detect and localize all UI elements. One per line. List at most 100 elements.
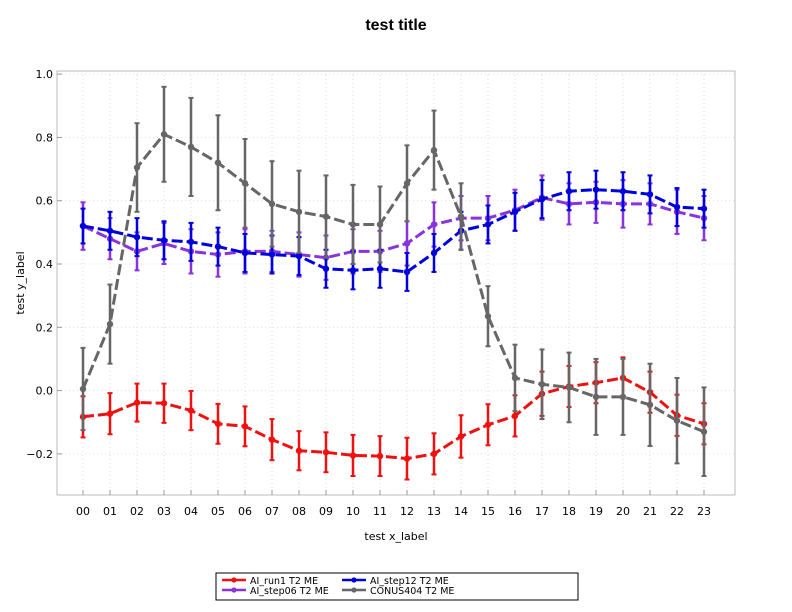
data-point [403,455,411,462]
series-line [82,376,705,461]
data-point [565,188,573,195]
x-tick-label: 14 [454,505,468,518]
chart-title: test title [365,17,426,34]
data-point [403,180,411,187]
data-point [619,188,627,195]
data-point [349,221,357,228]
data-point [322,213,330,220]
x-tick-label: 04 [184,505,198,518]
x-tick-label: 05 [211,505,225,518]
y-tick-label: −0.2 [26,448,53,461]
x-tick-label: 02 [130,505,144,518]
data-point [133,399,141,406]
y-tick-label: 0.4 [36,258,54,271]
data-point [376,221,384,228]
data-point [673,203,681,211]
data-point [295,208,303,216]
data-point [160,237,168,244]
x-tick-label: 18 [562,505,576,518]
x-tick-label: 20 [616,505,630,518]
data-point [646,191,654,198]
x-tick-label: 11 [373,505,387,518]
x-tick-label: 23 [697,505,711,518]
data-point [241,180,249,187]
data-point [322,449,330,456]
legend-swatch-marker [231,577,237,583]
x-tick-label: 06 [238,505,252,518]
legend-swatch-marker [231,587,237,593]
data-point [268,251,276,258]
data-point [133,233,141,241]
series-3 [79,85,708,478]
data-point [322,265,330,272]
x-axis-label: test x_label [364,530,427,543]
data-point [592,186,600,193]
data-point [538,381,546,388]
legend-entry-label: AI_step06 T2 ME [250,586,329,597]
data-point [673,417,681,424]
data-point [214,159,222,166]
series-2 [79,169,708,292]
series-0 [79,356,708,481]
data-point [295,252,303,260]
x-tick-label: 09 [319,505,333,518]
x-tick-label: 08 [292,505,306,518]
data-point [484,313,492,320]
data-point [403,268,411,276]
x-tick-label: 15 [481,505,495,518]
y-tick-label: 1.0 [36,68,54,81]
data-point [160,400,168,407]
data-point [268,436,276,443]
data-point [187,238,195,246]
legend-entry-label: AI_step12 T2 ME [370,576,449,587]
data-point [79,222,87,230]
data-point [511,412,519,420]
series-line [81,132,705,434]
data-point [106,227,114,234]
data-point [241,423,249,430]
data-point [538,195,546,203]
data-point [484,421,492,428]
legend-swatch-marker [351,587,357,593]
x-ticks: 00 01 02 03 04 05 06 07 08 09 10 11 12 13 14 15 16 17 18 19… [76,490,711,518]
data-point [187,143,195,151]
y-ticks: −0.2 0.0 0.2 0.4 0.6 0.8 1.0 [26,68,62,461]
data-point [268,200,276,208]
data-point [430,146,438,154]
data-point [511,208,519,216]
grid [57,71,735,495]
data-point [295,447,303,454]
data-point [106,410,114,417]
data-point [430,249,438,257]
data-point [214,420,222,428]
x-tick-label: 01 [103,505,117,518]
data-point [376,265,384,272]
y-tick-label: 0.6 [36,195,54,208]
data-point [106,320,114,328]
data-point [133,164,141,171]
x-tick-label: 07 [265,505,279,518]
data-point [241,249,249,257]
data-point [160,131,168,138]
data-point [619,393,627,401]
series-line [82,196,705,260]
data-point [484,221,492,228]
plot-frame [56,70,736,496]
data-point [187,407,195,414]
x-tick-label: 13 [427,505,441,518]
data-point [214,243,222,250]
x-tick-label: 10 [346,505,360,518]
x-tick-label: 19 [589,505,603,518]
legend-entry-label: CONUS404 T2 ME [370,586,454,597]
y-tick-label: 0.2 [36,321,54,334]
x-tick-label: 12 [400,505,414,518]
y-axis-label: test y_label [14,251,27,314]
legend-entry-label: AI_run1 T2 ME [250,576,318,587]
x-tick-label: 03 [157,505,171,518]
data-point [457,433,465,440]
series-line [82,188,705,274]
legend-box [215,572,579,601]
x-tick-label: 16 [508,505,522,518]
